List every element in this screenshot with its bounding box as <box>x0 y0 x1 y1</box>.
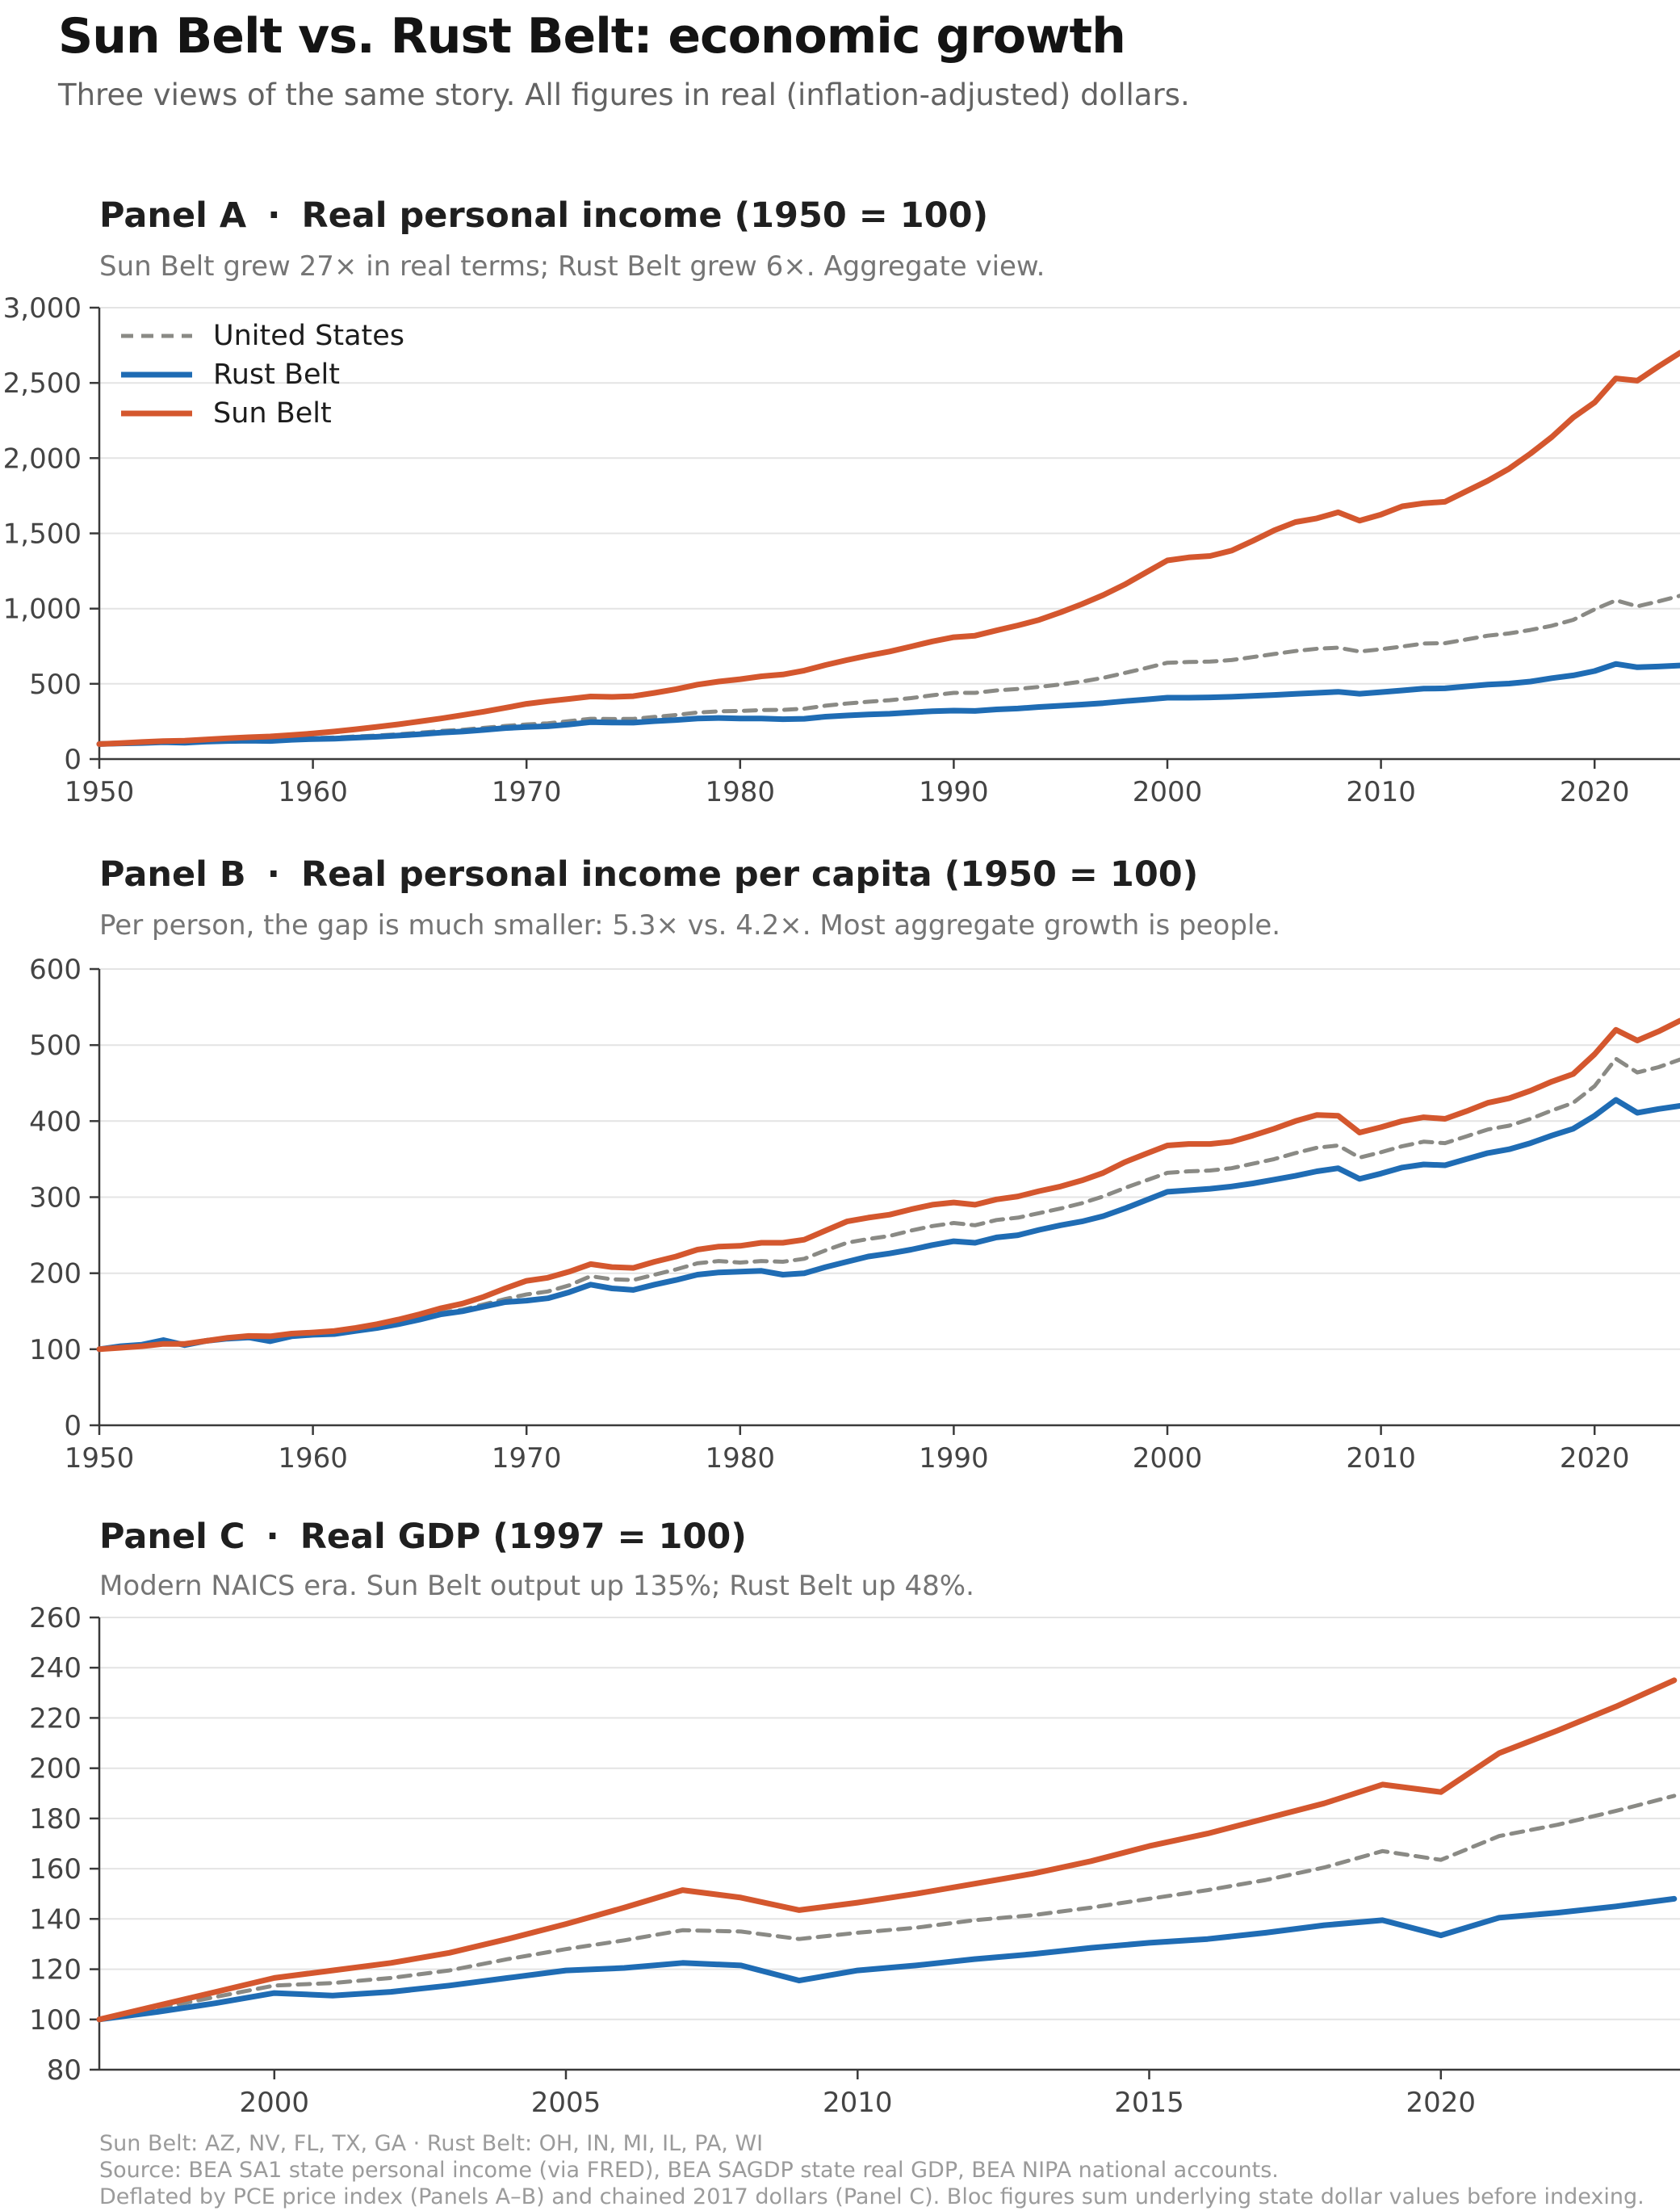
y-tick-label: 80 <box>47 2054 82 2087</box>
panel-b-title-text: Real personal income per capita (1950 = … <box>300 854 1199 895</box>
footer-source-line: Source: BEA SA1 state personal income (v… <box>99 2158 1279 2183</box>
footer-blocs-line: Sun Belt: AZ, NV, FL, TX, GA · Rust Belt… <box>99 2131 764 2156</box>
rust-line-sample-icon <box>121 371 192 378</box>
y-tick-label: 200 <box>29 1753 82 1785</box>
legend-label: Sun Belt <box>213 397 332 430</box>
x-tick-label: 1970 <box>492 776 562 808</box>
y-tick-label: 240 <box>29 1652 82 1684</box>
x-tick-label: 1950 <box>65 1442 135 1475</box>
legend-label: United States <box>213 320 405 352</box>
panel-title-separator: · <box>266 854 280 895</box>
y-tick-label: 3,000 <box>3 292 82 325</box>
y-tick-label: 500 <box>29 669 82 701</box>
x-tick-label: 2020 <box>1560 1442 1630 1475</box>
series-sun-line <box>96 1677 1678 2023</box>
panel-b-title: Panel B · Real personal income per capita … <box>99 854 1198 895</box>
series-us-line <box>97 594 1680 746</box>
y-tick-label: 200 <box>29 1258 82 1290</box>
x-tick-label: 1970 <box>492 1442 562 1475</box>
panel-b-subtitle: Per person, the gap is much smaller: 5.3… <box>99 909 1281 942</box>
x-tick-label: 2000 <box>1133 1442 1203 1475</box>
y-tick-label: 1,000 <box>3 594 82 626</box>
x-tick-label: 2020 <box>1406 2087 1477 2119</box>
series-sun-line <box>96 1017 1680 1353</box>
page-title: Sun Belt vs. Rust Belt: economic growth <box>58 8 1126 65</box>
y-tick-label: 100 <box>29 1334 82 1366</box>
footer: Sun Belt: AZ, NV, FL, TX, GA · Rust Belt… <box>99 2130 1644 2210</box>
y-tick-label: 0 <box>64 1410 82 1442</box>
legend-item-rust: Rust Belt <box>119 359 404 391</box>
panel-b-chart: 0 100 200 300 400 500 600 1950 1960 1970 1980 1990 2… <box>29 954 1680 1475</box>
x-tick-label: 1960 <box>278 776 348 808</box>
series-rust-line <box>96 1097 1680 1353</box>
x-tick-label: 1960 <box>278 1442 348 1475</box>
x-tick-label: 1980 <box>706 776 776 808</box>
y-tick-label: 120 <box>29 1954 82 1987</box>
panel-title-separator: · <box>266 1517 279 1557</box>
legend-panel-a: United States Rust Belt Sun Belt <box>119 320 404 430</box>
panel-c-title-text: Real GDP (1997 = 100) <box>300 1517 747 1557</box>
series-rust-line <box>96 661 1680 747</box>
panel-a-title-text: Real personal income (1950 = 100) <box>301 195 989 236</box>
x-tick-label: 1980 <box>706 1442 776 1475</box>
panel-a-title: Panel A · Real personal income (1950 = 100… <box>99 195 988 236</box>
series-sun-line <box>96 350 1680 747</box>
y-tick-label: 2,000 <box>3 443 82 475</box>
panel-a-chart: 0 500 1,000 1,500 2,000 2,500 3,000 1950 1960 197… <box>3 292 1680 808</box>
y-tick-label: 140 <box>29 1903 82 1936</box>
panel-a-label: Panel A <box>99 195 247 236</box>
y-tick-label: 0 <box>64 744 82 776</box>
y-tick-label: 400 <box>29 1106 82 1138</box>
panel-b-label: Panel B <box>99 854 246 895</box>
x-tick-label: 2010 <box>1346 776 1416 808</box>
panel-title-separator: · <box>267 195 281 236</box>
y-tick-label: 160 <box>29 1853 82 1886</box>
legend-item-sun: Sun Belt <box>119 397 404 430</box>
y-tick-label: 260 <box>29 1602 82 1634</box>
x-tick-label: 2015 <box>1114 2087 1184 2119</box>
series-rust-line <box>96 1895 1678 2023</box>
y-tick-label: 500 <box>29 1030 82 1062</box>
x-tick-label: 2000 <box>1133 776 1203 808</box>
x-tick-label: 1990 <box>919 776 989 808</box>
legend-label: Rust Belt <box>213 359 341 391</box>
us-line-sample-icon <box>121 334 192 338</box>
panel-c-subtitle: Modern NAICS era. Sun Belt output up 135… <box>99 1570 974 1602</box>
legend-item-us: United States <box>119 320 404 352</box>
y-tick-label: 1,500 <box>3 518 82 551</box>
panel-c-title: Panel C · Real GDP (1997 = 100) <box>99 1517 747 1557</box>
x-tick-label: 2005 <box>531 2087 601 2119</box>
footer-method-line: Deflated by PCE price index (Panels A–B)… <box>99 2184 1644 2209</box>
x-tick-label: 2010 <box>823 2087 893 2119</box>
panel-c-label: Panel C <box>99 1517 245 1557</box>
panel-c-chart: 80 100 120 140 160 180 200 220 240 260 2000 2005 201… <box>29 1602 1680 2119</box>
x-tick-label: 1950 <box>65 776 135 808</box>
y-tick-label: 300 <box>29 1182 82 1215</box>
x-tick-label: 2020 <box>1560 776 1630 808</box>
sun-line-sample-icon <box>121 410 192 417</box>
series-us-line <box>97 1794 1677 2022</box>
series-us-line <box>97 1056 1680 1352</box>
y-tick-label: 2,500 <box>3 367 82 400</box>
x-tick-label: 1990 <box>919 1442 989 1475</box>
y-tick-label: 180 <box>29 1803 82 1836</box>
x-tick-label: 2010 <box>1346 1442 1416 1475</box>
y-tick-label: 220 <box>29 1702 82 1735</box>
page-subtitle: Three views of the same story. All figur… <box>58 78 1190 112</box>
panel-a-subtitle: Sun Belt grew 27× in real terms; Rust Be… <box>99 250 1045 283</box>
x-tick-label: 2000 <box>240 2087 310 2119</box>
y-tick-label: 100 <box>29 2004 82 2037</box>
y-tick-label: 600 <box>29 954 82 986</box>
